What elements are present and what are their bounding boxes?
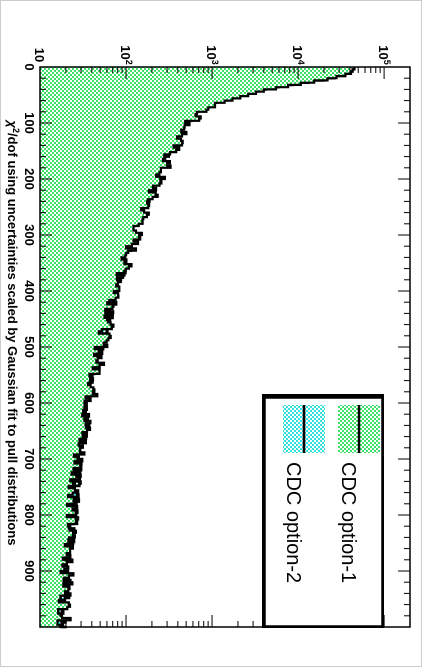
x-tick-label: 700 <box>22 448 37 470</box>
y-tick-label: 104 <box>290 45 306 64</box>
x-tick-label: 200 <box>22 168 37 190</box>
x-axis-title-rest: /dof using uncertainties scaled by Gauss… <box>5 133 20 545</box>
y-tick-label: 10 <box>32 48 47 62</box>
series-layer <box>40 67 356 629</box>
legend-label-series-2: CDC option-2 <box>282 462 304 583</box>
series-line-1 <box>56 67 356 629</box>
x-tick-label: 0 <box>22 63 37 70</box>
x-tick-label: 600 <box>22 392 37 414</box>
y-tick-label: 105 <box>376 45 392 64</box>
y-tick-label: 103 <box>204 45 220 64</box>
x-axis-title-chi: χ <box>5 119 20 129</box>
x-tick-label: 500 <box>22 336 37 358</box>
y-tick-label: 102 <box>118 45 134 64</box>
x-axis-title: χ2/dof using uncertainties scaled by Gau… <box>5 119 21 546</box>
x-tick-label: 900 <box>22 560 37 582</box>
legend: CDC option-1 CDC option-2 <box>262 394 384 628</box>
x-tick-label: 100 <box>22 112 37 134</box>
x-tick-label: 400 <box>22 280 37 302</box>
x-tick-label: 300 <box>22 224 37 246</box>
x-tick-label: 800 <box>22 504 37 526</box>
series-area-1 <box>40 67 355 627</box>
x-axis-title-sup: 2 <box>11 128 21 133</box>
legend-label-series-1: CDC option-1 <box>337 462 359 583</box>
